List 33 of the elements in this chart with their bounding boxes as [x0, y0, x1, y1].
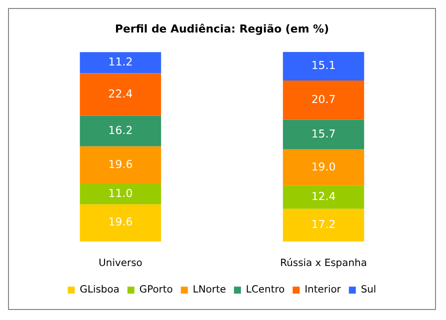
x-tick-label: Universo — [98, 258, 142, 269]
x-tick-label: Rússia x Espanha — [280, 258, 367, 269]
legend-label: GLisboa — [80, 284, 120, 296]
bar — [282, 120, 364, 150]
data-label: 19.6 — [108, 158, 133, 171]
bar — [282, 208, 364, 242]
data-label: 17.2 — [311, 218, 336, 232]
data-label: 19.6 — [108, 216, 133, 229]
data-label: 22.4 — [108, 87, 133, 100]
legend-label: LCentro — [246, 284, 285, 296]
legend-label: Interior — [304, 284, 342, 296]
data-label: 20.7 — [311, 92, 336, 106]
data-label: 11.0 — [108, 186, 133, 200]
bar — [282, 52, 364, 81]
chart-title: Perfil de Audiência: Região (em %) — [115, 22, 329, 36]
data-label: 11.2 — [108, 56, 133, 69]
data-label: 12.4 — [311, 190, 336, 203]
bar — [80, 116, 162, 146]
bar — [282, 80, 364, 120]
data-label: 15.7 — [311, 127, 336, 140]
legend-label: Sul — [360, 284, 376, 296]
data-label: 19.0 — [311, 160, 336, 174]
bar — [80, 184, 162, 204]
bar — [80, 146, 162, 184]
data-label: 15.1 — [311, 59, 336, 72]
legend-label: GPorto — [139, 284, 173, 296]
legend-label: LNorte — [192, 284, 226, 296]
bar — [80, 52, 162, 74]
data-label: 16.2 — [108, 124, 133, 137]
bar — [80, 73, 162, 116]
bar — [282, 149, 364, 186]
bar — [282, 185, 364, 209]
bar — [80, 204, 162, 242]
